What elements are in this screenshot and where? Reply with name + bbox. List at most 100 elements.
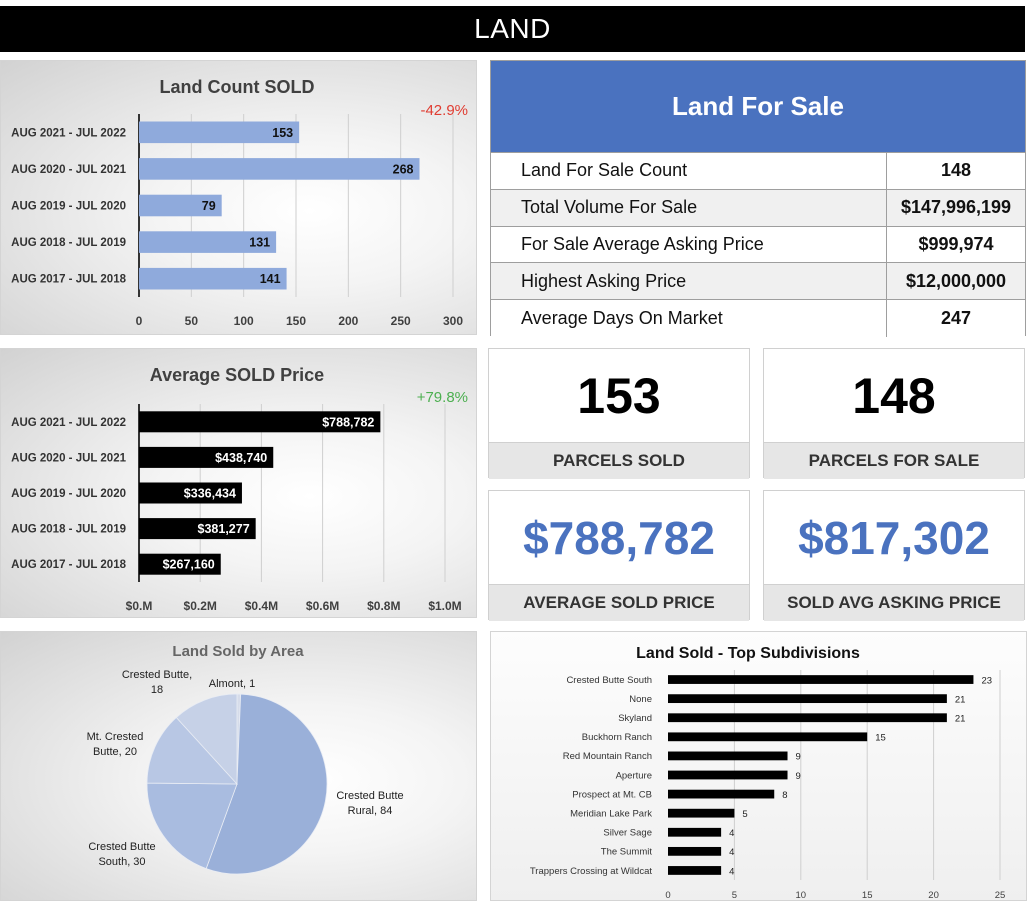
- category-label: AUG 2020 - JUL 2021: [11, 164, 126, 176]
- x-tick-label: 10: [796, 890, 807, 901]
- pie-data-label: South, 30: [98, 856, 145, 868]
- kpi-label: SOLD AVG ASKING PRICE: [764, 584, 1024, 621]
- category-label: AUG 2018 - JUL 2019: [11, 237, 126, 249]
- bar: [139, 446, 274, 468]
- kpi-label: PARCELS FOR SALE: [764, 442, 1024, 479]
- kpi-average-sold-price: $788,782 AVERAGE SOLD PRICE: [488, 490, 750, 621]
- bar: [668, 808, 735, 818]
- bar-value-label: 5: [742, 809, 747, 820]
- category-label: AUG 2019 - JUL 2020: [11, 201, 126, 213]
- table-row: Land For Sale Count 148: [491, 153, 1025, 190]
- bar: [668, 846, 722, 856]
- chart-title: Land Sold - Top Subdivisions: [636, 645, 860, 662]
- bar-value-label: $438,740: [215, 451, 267, 465]
- x-tick-label: 25: [995, 890, 1006, 901]
- chart-title: Average SOLD Price: [150, 365, 324, 385]
- table-row: For Sale Average Asking Price $999,974: [491, 226, 1025, 264]
- kpi-value: $788,782: [523, 511, 715, 564]
- kpi-value: 153: [577, 367, 661, 424]
- pie-data-label: Crested Butte: [88, 841, 155, 853]
- land-count-sold-chart: Land Count SOLD -42.9% 0 50 100 150 200 250 300 A…: [0, 60, 477, 335]
- category-label: AUG 2019 - JUL 2020: [11, 488, 126, 500]
- category-label: Aperture: [616, 770, 652, 781]
- bar: [668, 789, 775, 799]
- x-tick-label: $0.8M: [367, 599, 400, 613]
- x-tick-label: 5: [732, 890, 737, 901]
- land-for-sale-table: Land For Sale Land For Sale Count 148 To…: [490, 60, 1026, 337]
- category-label: Buckhorn Ranch: [582, 732, 652, 743]
- land-sold-by-area-chart: Land Sold by Area Almont, 1 Crested Butte R…: [0, 631, 477, 901]
- pie-data-label: Mt. Crested: [87, 731, 144, 743]
- chart-title: Land Count SOLD: [160, 77, 315, 97]
- land-sold-by-area-svg: Land Sold by Area Almont, 1 Crested Butte R…: [87, 643, 404, 875]
- category-label: Prospect at Mt. CB: [572, 789, 652, 800]
- bar: [668, 675, 974, 684]
- kpi-sold-avg-asking-price: $817,302 SOLD AVG ASKING PRICE: [763, 490, 1025, 621]
- x-tick-label: 150: [286, 314, 306, 328]
- x-tick-label: 250: [391, 314, 411, 328]
- chart-title: Land Sold by Area: [172, 643, 304, 660]
- page-title: LAND: [474, 13, 551, 44]
- category-label: Meridian Lake Park: [570, 809, 652, 820]
- pie-data-label: Crested Butte: [336, 790, 403, 802]
- bar-value-label: 131: [249, 236, 270, 250]
- bar-value-label: $267,160: [163, 558, 215, 572]
- bar-value-label: 21: [955, 694, 966, 705]
- pie-slice: [146, 716, 238, 785]
- x-tick-label: 200: [338, 314, 358, 328]
- row-label: Highest Asking Price: [491, 263, 887, 300]
- category-label: The Summit: [601, 847, 653, 858]
- x-tick-label: $1.0M: [428, 599, 461, 613]
- category-label: AUG 2020 - JUL 2021: [11, 452, 126, 464]
- bar: [668, 694, 947, 704]
- top-subdivisions-chart: Land Sold - Top Subdivisions 0 5 10 15 20 25 Cr…: [490, 631, 1027, 901]
- bar-value-label: $381,277: [198, 522, 250, 536]
- bar: [139, 158, 420, 180]
- bar: [139, 553, 221, 575]
- category-label: None: [629, 694, 652, 705]
- category-label: AUG 2017 - JUL 2018: [11, 274, 126, 286]
- bar: [668, 770, 788, 780]
- row-label: Average Days On Market: [491, 300, 887, 337]
- pie-slice: [175, 693, 238, 786]
- row-label: Total Volume For Sale: [491, 189, 887, 226]
- row-value: $12,000,000: [905, 270, 1007, 291]
- bar: [139, 231, 277, 253]
- bar-value-label: 15: [875, 733, 886, 744]
- x-tick-label: 15: [862, 890, 873, 901]
- kpi-parcels-sold: 153 PARCELS SOLD: [488, 348, 750, 479]
- category-label: Red Mountain Ranch: [563, 751, 652, 762]
- average-sold-price-chart: Average SOLD Price +79.8% $0.M $0.2M $0.4M $0…: [0, 348, 477, 618]
- x-tick-label: 0: [136, 314, 143, 328]
- category-label: Crested Butte South: [566, 675, 652, 686]
- bar: [139, 121, 300, 144]
- x-tick-label: 100: [234, 314, 254, 328]
- bar: [668, 732, 868, 742]
- x-tick-label: 300: [443, 314, 463, 328]
- page-header: LAND: [0, 6, 1025, 52]
- pie-slice: [146, 782, 238, 870]
- category-label: AUG 2017 - JUL 2018: [11, 559, 126, 571]
- pie-data-label: 18: [151, 684, 163, 696]
- row-value: 247: [940, 308, 972, 329]
- kpi-label: AVERAGE SOLD PRICE: [489, 584, 749, 621]
- bar-value-label: 4: [729, 828, 734, 839]
- x-tick-label: $0.4M: [245, 599, 278, 613]
- bar-value-label: 268: [393, 162, 414, 176]
- pie-data-label: Butte, 20: [93, 746, 137, 758]
- change-annotation: +79.8%: [417, 389, 468, 406]
- table-row: Highest Asking Price $12,000,000: [491, 263, 1025, 301]
- change-annotation: -42.9%: [420, 102, 468, 119]
- bar-value-label: 9: [796, 752, 801, 763]
- bar-value-label: 79: [202, 199, 216, 213]
- bar-value-label: $788,782: [322, 415, 374, 429]
- bar-value-label: 141: [260, 272, 281, 286]
- land-count-sold-svg: Land Count SOLD -42.9% 0 50 100 150 200 250 300 A…: [11, 77, 468, 328]
- bar: [668, 827, 722, 837]
- top-subdivisions-svg: Land Sold - Top Subdivisions 0 5 10 15 20 25 Cr…: [530, 645, 1006, 901]
- x-tick-label: $0.2M: [184, 599, 217, 613]
- bar: [668, 751, 788, 761]
- bar: [139, 194, 222, 217]
- pie-data-label: Rural, 84: [348, 805, 393, 817]
- x-tick-label: 0: [665, 890, 670, 901]
